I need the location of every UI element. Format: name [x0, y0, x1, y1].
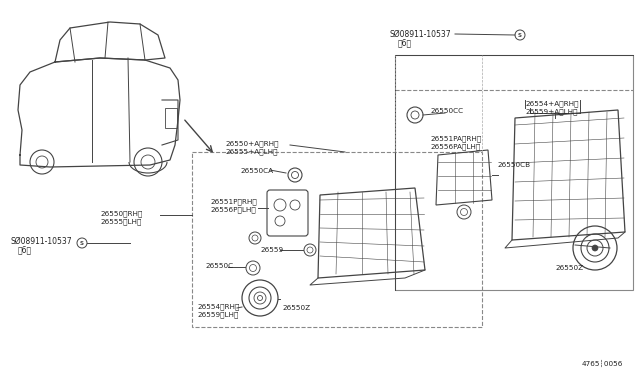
Text: 26554+A（RH）: 26554+A（RH） — [525, 100, 579, 107]
Text: 26550CA: 26550CA — [240, 168, 273, 174]
Text: 26550Z: 26550Z — [282, 305, 310, 311]
Text: （6）: （6） — [18, 245, 32, 254]
Text: 26555+A（LH）: 26555+A（LH） — [225, 148, 278, 155]
Text: 26550（RH）: 26550（RH） — [100, 210, 142, 217]
Text: 26556P（LH）: 26556P（LH） — [210, 206, 256, 213]
Text: SØ08911-10537: SØ08911-10537 — [10, 237, 72, 246]
Text: 26550Z: 26550Z — [555, 265, 583, 271]
Text: 26559+A（LH）: 26559+A（LH） — [525, 108, 577, 115]
Text: 26550+A（RH）: 26550+A（RH） — [225, 140, 278, 147]
Text: 26550C: 26550C — [205, 263, 233, 269]
Text: S: S — [518, 32, 522, 38]
Circle shape — [592, 245, 598, 251]
Text: 4765┆0056: 4765┆0056 — [582, 360, 623, 367]
Text: （6）: （6） — [398, 38, 412, 47]
Bar — [165, 108, 177, 128]
Text: SØ08911-10537: SØ08911-10537 — [390, 30, 452, 39]
Text: 26554（RH）: 26554（RH） — [197, 303, 239, 310]
Text: 26550CC: 26550CC — [430, 108, 463, 114]
Text: 26555（LH）: 26555（LH） — [100, 218, 141, 225]
Text: 26551P（RH）: 26551P（RH） — [210, 198, 257, 205]
Text: 26556PA（LH）: 26556PA（LH） — [430, 143, 480, 150]
Text: 26559（LH）: 26559（LH） — [197, 311, 238, 318]
Text: 26559: 26559 — [260, 247, 283, 253]
Text: S: S — [80, 241, 84, 246]
Text: 26551PA（RH）: 26551PA（RH） — [430, 135, 481, 142]
Text: 26550CB: 26550CB — [497, 162, 530, 168]
Bar — [192, 152, 482, 327]
Bar — [395, 55, 633, 290]
